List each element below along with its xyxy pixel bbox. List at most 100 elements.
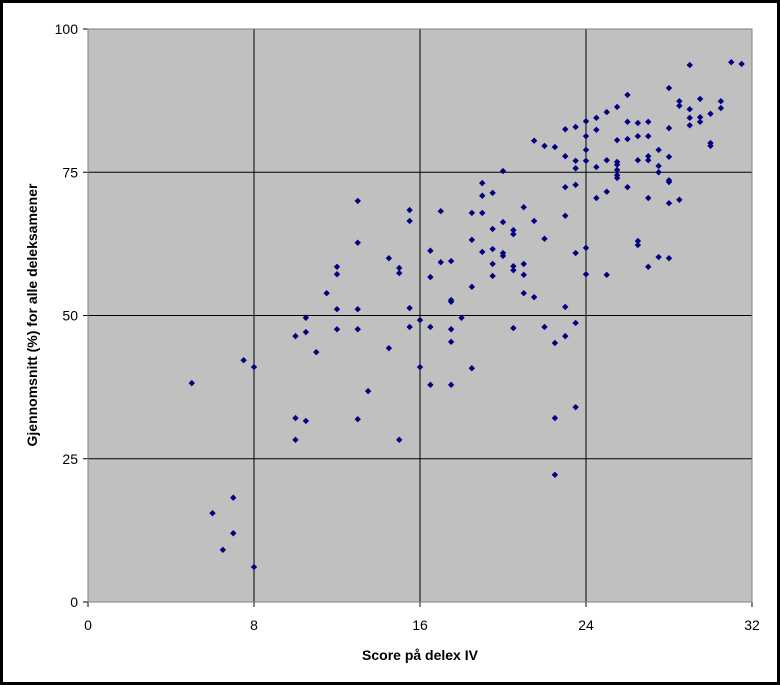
point <box>489 245 496 253</box>
point <box>427 247 434 254</box>
point <box>385 344 393 352</box>
point <box>333 263 341 270</box>
point <box>645 153 652 160</box>
point <box>250 563 258 571</box>
point <box>520 271 527 279</box>
point <box>323 289 330 297</box>
point <box>230 494 237 501</box>
point <box>665 84 673 92</box>
point <box>613 166 621 174</box>
point <box>634 119 642 127</box>
point <box>686 114 693 122</box>
point <box>645 263 652 270</box>
point <box>707 110 714 118</box>
point <box>655 162 662 170</box>
point <box>572 165 579 172</box>
point <box>738 60 745 68</box>
x-tick-label: 8 <box>250 617 258 633</box>
point <box>468 283 476 291</box>
point <box>530 217 538 225</box>
point <box>696 95 704 103</box>
point <box>551 339 559 347</box>
point <box>520 260 527 268</box>
point <box>582 146 590 154</box>
point <box>510 230 517 238</box>
point <box>479 209 486 217</box>
point <box>645 132 652 140</box>
point <box>717 104 725 112</box>
point <box>634 241 642 249</box>
point <box>520 289 527 297</box>
point <box>551 143 559 151</box>
point <box>427 273 434 281</box>
point <box>468 365 476 372</box>
y-tick-label: 0 <box>70 594 78 610</box>
point <box>447 298 455 305</box>
y-tick-label: 50 <box>62 308 78 324</box>
point <box>250 363 258 371</box>
point <box>562 183 569 191</box>
point <box>613 161 621 169</box>
point <box>645 118 652 126</box>
point <box>562 332 569 340</box>
point <box>572 181 579 189</box>
point <box>717 97 725 105</box>
point <box>572 319 579 327</box>
point <box>634 237 642 245</box>
point <box>292 332 299 340</box>
point <box>582 118 590 125</box>
point <box>624 91 631 99</box>
point <box>572 157 579 164</box>
point <box>510 226 517 234</box>
point <box>686 106 693 113</box>
point <box>603 108 610 116</box>
point <box>437 208 444 215</box>
point <box>354 197 361 205</box>
point <box>530 293 538 301</box>
point <box>489 260 496 268</box>
point <box>593 163 600 171</box>
point <box>209 509 216 517</box>
point <box>572 403 579 411</box>
point <box>292 414 299 422</box>
point <box>479 248 486 256</box>
point <box>333 326 341 333</box>
point <box>437 259 444 266</box>
point <box>302 417 310 425</box>
point <box>188 379 195 387</box>
point <box>416 363 424 371</box>
point <box>499 252 507 260</box>
point <box>686 61 693 69</box>
point <box>447 326 455 333</box>
point <box>447 381 455 389</box>
y-axis-title: Gjennomsnitt (%) for alle deleksamener <box>24 183 40 447</box>
point <box>406 217 413 225</box>
point <box>530 137 538 144</box>
point <box>510 267 517 274</box>
point <box>613 103 621 111</box>
point <box>686 122 693 129</box>
point <box>302 328 310 336</box>
point <box>364 387 372 395</box>
y-tick-label: 75 <box>62 164 78 180</box>
point <box>406 206 413 214</box>
x-axis-title: Score på delex IV <box>362 647 479 663</box>
point <box>676 196 683 203</box>
point <box>354 305 361 313</box>
point <box>593 194 600 202</box>
point <box>458 314 465 321</box>
point <box>603 157 610 164</box>
point <box>479 179 486 187</box>
point <box>499 218 507 226</box>
point <box>551 414 559 422</box>
point <box>562 126 569 133</box>
point <box>613 174 621 182</box>
point <box>333 271 341 278</box>
point <box>396 436 403 444</box>
point <box>489 189 496 197</box>
point <box>603 271 610 279</box>
point <box>665 153 673 160</box>
point <box>468 209 476 217</box>
